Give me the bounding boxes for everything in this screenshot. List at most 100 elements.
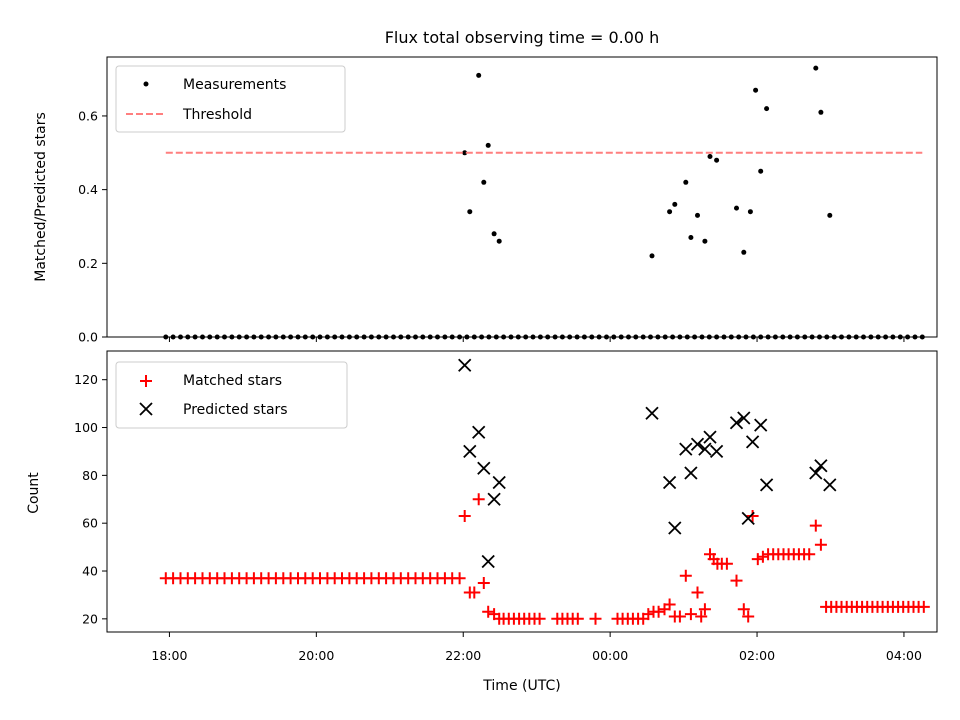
matched-star-point [673,610,686,623]
predicted-star-point [823,478,837,492]
predicted-star-point [679,442,693,456]
measurement-point [714,157,720,163]
matched-star-point [691,586,704,599]
ytick-label: 100 [74,420,98,435]
matched-star-point [756,550,769,563]
predicted-star-point [814,459,828,473]
measurement-point [702,238,708,244]
matched-star-point [730,574,743,587]
matched-star-point [684,608,697,621]
matched-star-point [737,603,750,616]
legend-predicted-label: Predicted stars [183,402,288,418]
ytick-label: 120 [74,372,98,387]
predicted-star-point [690,437,705,451]
legend-threshold-label: Threshold [182,107,252,123]
matched-star-point [642,608,655,621]
predicted-star-point [737,411,751,425]
bottom-axes: 20 40 60 80 100 120 18:00 20:00 22:00 00:00 02:00 0… [74,350,938,663]
ytick-label: 80 [82,468,98,483]
measurement-point [818,109,824,115]
predicted-star-point [809,466,823,480]
ytick-label: 0.6 [78,108,98,123]
matched-star-point [652,605,665,618]
predicted-star-point [477,461,491,475]
predicted-star-point [481,554,495,569]
bottom-legend: Matched stars Predicted stars [115,361,348,429]
predicted-star-point [668,521,682,535]
ytick-label: 20 [82,611,98,626]
measurement-point [753,87,759,93]
bottom-xlabel: Time (UTC) [482,678,560,694]
predicted-star-point [492,475,506,490]
matched-star-point [751,553,764,566]
legend-measurements-marker [143,81,149,87]
legend-predicted-marker [139,402,153,416]
predicted-star-point [754,418,768,432]
legend-matched-label: Matched stars [183,373,282,389]
measurement-point [764,106,770,112]
matched-star-point [809,519,822,532]
legend-matched-marker [140,375,152,387]
xtick-label: 02:00 [739,648,775,663]
matched-star-point [695,610,708,623]
matched-star-point [458,510,471,522]
measurement-point [462,150,468,156]
measurement-point [496,238,502,244]
measurement-point [741,249,747,255]
top-ylabel: Matched/Predicted stars [33,112,49,282]
axes-frame [106,350,938,633]
xtick-label: 00:00 [592,648,628,663]
matched-star-point [814,538,827,551]
matched-star-point [482,605,495,618]
matched-star-point [589,612,602,625]
measurement-point [695,212,700,218]
top-axes: 0.0 0.2 0.4 0.6 [78,56,938,345]
measurement-point [758,168,764,174]
measurement-point [481,179,487,185]
predicted-star-point [684,466,698,480]
measurement-point [688,235,694,240]
predicted-star-point [703,430,717,444]
predicted-star-point [709,444,724,459]
matched-star-point [468,586,481,599]
ytick-label: 0.4 [78,182,98,197]
predicted-star-point [662,475,677,490]
bottom-panel: 20 40 60 80 100 120 18:00 20:00 22:00 00:00 02:00 0… [26,350,938,694]
matched-star-point [571,612,584,625]
bottom-marks [159,358,930,625]
matched-star-point [917,600,930,613]
measurement-point [827,212,833,218]
top-panel: 0.0 0.2 0.4 0.6 Matched/Predicted stars Mea… [33,56,938,345]
ytick-label: 60 [82,516,98,531]
xtick-label: 20:00 [298,648,334,663]
predicted-star-point [463,444,477,459]
matched-star-point [746,510,759,522]
predicted-star-point [458,358,472,372]
measurement-point [683,179,689,185]
measurement-point [707,154,713,159]
bottom-legend-frame [115,361,348,429]
matched-star-point [533,612,546,625]
matched-star-point [453,572,466,585]
measurement-point [491,231,497,237]
ytick-label: 0.0 [78,330,98,345]
xtick-label: 22:00 [445,648,481,663]
matched-star-point [477,577,490,589]
axes-frame [106,56,938,338]
measurement-point [476,72,482,78]
matched-star-point [679,569,692,582]
measurement-point [747,209,753,215]
matched-star-point [698,603,711,616]
legend-measurements-label: Measurements [183,77,286,93]
matched-star-point [720,557,733,570]
measurement-point [467,209,473,215]
predicted-star-point [759,478,774,492]
measurement-point [734,205,739,211]
matched-star-point [742,610,755,623]
matched-star-point [663,598,676,611]
predicted-star-point [487,492,501,506]
top-legend: Measurements Threshold [115,65,346,133]
measurement-point [667,209,673,215]
predicted-star-point [645,406,659,420]
